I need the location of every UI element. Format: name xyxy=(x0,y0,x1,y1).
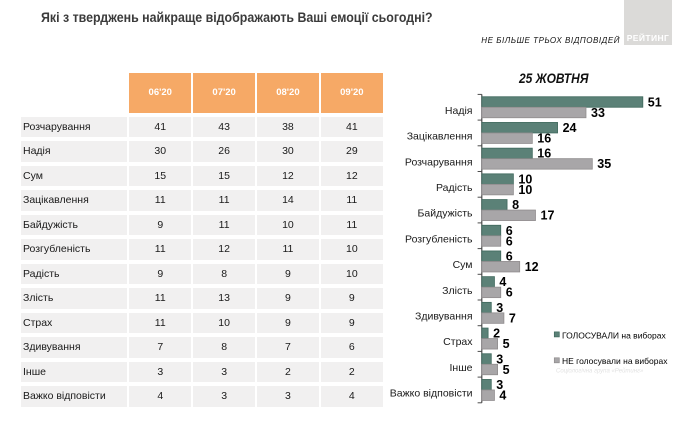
svg-text:Соціологічна група «Рейтинг»: Соціологічна група «Рейтинг» xyxy=(556,368,644,375)
svg-text:Страх: Страх xyxy=(443,336,473,348)
svg-text:35: 35 xyxy=(597,157,611,171)
svg-text:Зацікавлення: Зацікавлення xyxy=(407,131,473,143)
svg-text:Розчарування: Розчарування xyxy=(405,156,473,168)
svg-text:3: 3 xyxy=(496,352,503,366)
svg-text:НЕ голосували на виборах: НЕ голосували на виборах xyxy=(562,356,668,366)
svg-text:12: 12 xyxy=(525,260,539,274)
svg-text:6: 6 xyxy=(506,224,513,238)
svg-text:24: 24 xyxy=(563,121,577,135)
svg-text:3: 3 xyxy=(496,301,503,315)
svg-text:Інше: Інше xyxy=(450,362,473,374)
svg-text:10: 10 xyxy=(518,172,532,186)
svg-text:51: 51 xyxy=(648,95,662,109)
svg-text:4: 4 xyxy=(499,275,506,289)
svg-text:16: 16 xyxy=(537,132,551,146)
svg-text:8: 8 xyxy=(512,198,519,212)
svg-text:Здивування: Здивування xyxy=(415,310,473,322)
svg-text:33: 33 xyxy=(591,106,605,120)
svg-text:17: 17 xyxy=(541,209,555,223)
svg-text:Розгубленість: Розгубленість xyxy=(405,233,473,245)
svg-text:Злість: Злість xyxy=(442,285,473,297)
svg-text:Важко відповісти: Важко відповісти xyxy=(390,388,473,400)
svg-text:5: 5 xyxy=(503,363,510,377)
svg-text:Радість: Радість xyxy=(436,182,473,194)
svg-text:10: 10 xyxy=(518,183,532,197)
svg-text:3: 3 xyxy=(496,378,503,392)
svg-text:Сум: Сум xyxy=(453,259,473,271)
svg-text:7: 7 xyxy=(509,311,516,325)
svg-text:6: 6 xyxy=(506,250,513,264)
svg-text:Байдужість: Байдужість xyxy=(418,208,474,220)
svg-text:2: 2 xyxy=(493,327,500,341)
svg-text:5: 5 xyxy=(503,337,510,351)
svg-text:4: 4 xyxy=(499,389,506,403)
svg-text:ГОЛОСУВАЛИ на виборах: ГОЛОСУВАЛИ на виборах xyxy=(562,330,666,340)
svg-text:Надія: Надія xyxy=(445,105,473,117)
svg-text:6: 6 xyxy=(506,234,513,248)
svg-text:6: 6 xyxy=(506,286,513,300)
svg-text:16: 16 xyxy=(537,147,551,161)
